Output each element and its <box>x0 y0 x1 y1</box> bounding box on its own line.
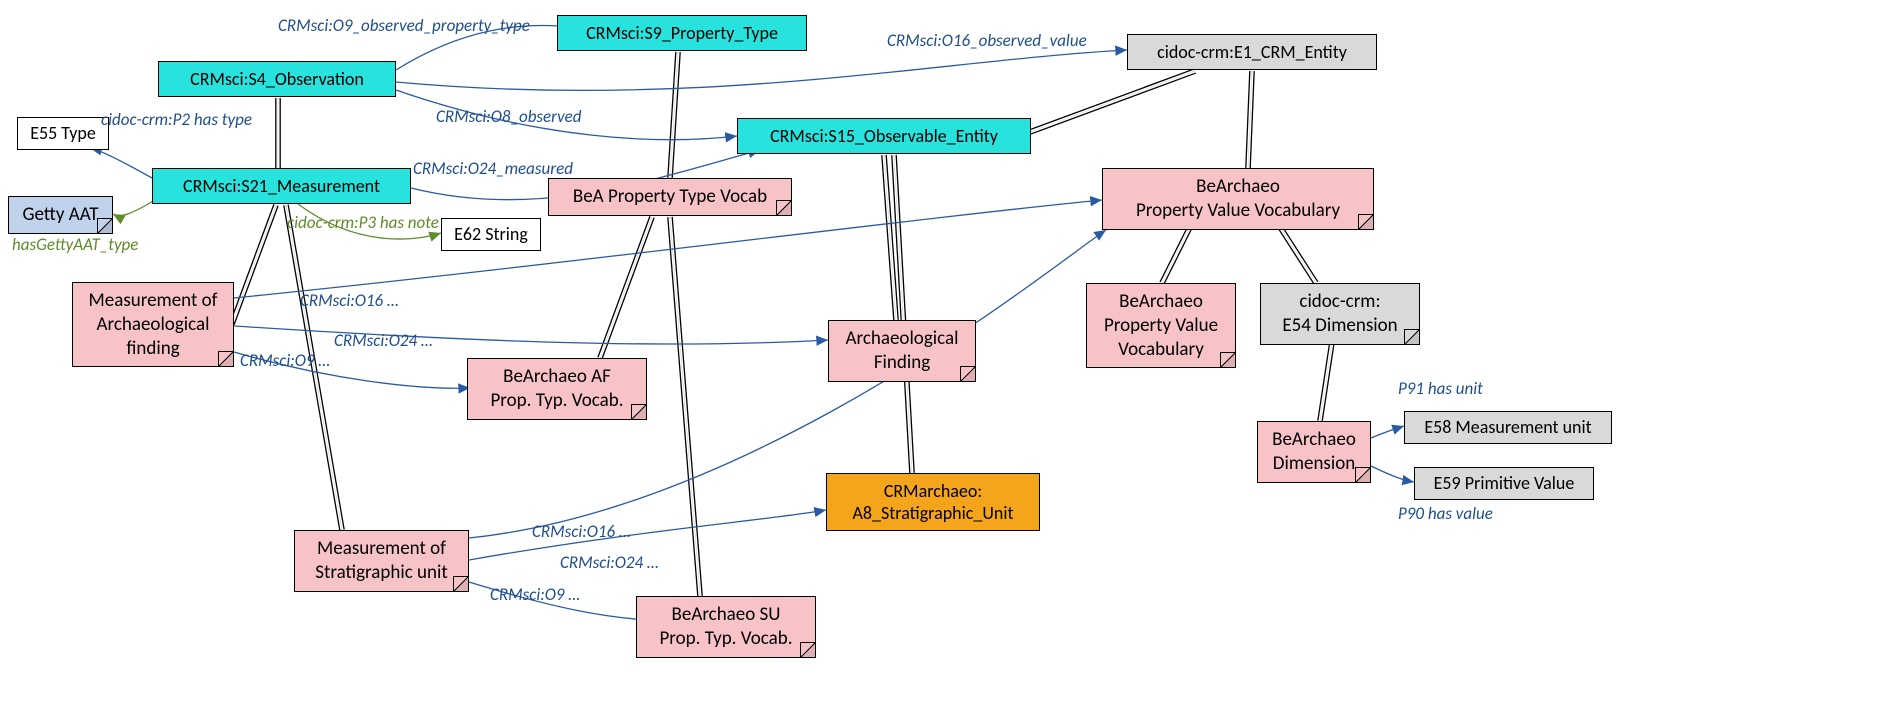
edge-p2 <box>90 148 152 178</box>
node-label-crmA8: CRMarchaeo:A8_Stratigraphic_Unit <box>853 480 1014 525</box>
node-measSU: Measurement ofStratigraphic unit <box>294 530 469 592</box>
edge-label-afO16: CRMsci:O16 … <box>300 290 399 311</box>
edge-label-getty: hasGettyAAT_type <box>12 234 138 255</box>
edge-label-afO9: CRMsci:O9 … <box>240 350 330 371</box>
edge-label-suO16: CRMsci:O16 … <box>532 521 631 542</box>
node-label-s4: CRMsci:S4_Observation <box>190 68 364 91</box>
node-beaProp: BeA Property Type Vocab <box>548 178 792 216</box>
node-label-beaSUPV: BeArchaeo SUProp. Typ. Vocab. <box>659 603 792 651</box>
edge-gettyedge <box>113 200 155 216</box>
node-archF: ArchaeologicalFinding <box>828 320 976 382</box>
edge-afO24 <box>234 326 828 344</box>
node-e54: cidoc-crm:E54 Dimension <box>1260 283 1420 345</box>
node-s9: CRMsci:S9_Property_Type <box>557 15 807 51</box>
node-getty: Getty AAT <box>8 196 113 234</box>
edge-label-suO24: CRMsci:O24 … <box>560 552 659 573</box>
node-crmA8: CRMarchaeo:A8_Stratigraphic_Unit <box>826 473 1040 531</box>
node-e58: E58 Measurement unit <box>1404 411 1612 444</box>
edge-label-p90: P90 has value <box>1398 503 1493 524</box>
edge-label-afO24: CRMsci:O24 … <box>334 330 433 351</box>
node-label-e55: E55 Type <box>30 122 96 145</box>
node-e62: E62 String <box>441 218 541 251</box>
node-beaVocab: BeArchaeoProperty Value Vocabulary <box>1102 168 1374 230</box>
node-label-s21: CRMsci:S21_Measurement <box>183 175 380 198</box>
node-label-beaVocab: BeArchaeoProperty Value Vocabulary <box>1136 175 1340 223</box>
edge-o16 <box>396 50 1127 90</box>
node-label-beaAFPV: BeArchaeo AFProp. Typ. Vocab. <box>490 365 623 413</box>
node-beaAFPV: BeArchaeo AFProp. Typ. Vocab. <box>467 358 647 420</box>
node-label-beaDim: BeArchaeoDimension <box>1272 428 1356 476</box>
edge-label-p2: cidoc-crm:P2 has type <box>101 109 252 130</box>
node-e55: E55 Type <box>17 117 109 150</box>
edge-p91 <box>1371 426 1404 438</box>
edge-label-o8: CRMsci:O8_observed <box>436 106 582 127</box>
edge-label-o24: CRMsci:O24_measured <box>413 158 573 179</box>
edge-label-p91: P91 has unit <box>1398 378 1483 399</box>
edge-label-p3: cidoc-crm:P3 has note <box>287 212 439 233</box>
node-e1: cidoc-crm:E1_CRM_Entity <box>1127 34 1377 70</box>
node-label-e1: cidoc-crm:E1_CRM_Entity <box>1157 41 1347 64</box>
node-beaPVV: BeArchaeoProperty ValueVocabulary <box>1086 283 1236 368</box>
node-label-measSU: Measurement ofStratigraphic unit <box>315 537 447 585</box>
node-label-s9: CRMsci:S9_Property_Type <box>586 22 778 45</box>
node-label-measAF: Measurement ofArchaeologicalfinding <box>89 289 218 360</box>
node-beaDim: BeArchaeoDimension <box>1257 421 1371 483</box>
node-measAF: Measurement ofArchaeologicalfinding <box>72 282 234 367</box>
edge-p90 <box>1371 466 1414 482</box>
edge-label-o16: CRMsci:O16_observed_value <box>887 30 1087 51</box>
node-label-archF: ArchaeologicalFinding <box>846 327 959 375</box>
node-label-getty: Getty AAT <box>22 203 98 227</box>
node-label-e59: E59 Primitive Value <box>1434 472 1575 495</box>
node-s15: CRMsci:S15_Observable_Entity <box>737 118 1031 154</box>
edge-label-suO9: CRMsci:O9 … <box>490 584 580 605</box>
node-e59: E59 Primitive Value <box>1414 467 1594 500</box>
node-label-e62: E62 String <box>454 223 528 246</box>
node-beaSUPV: BeArchaeo SUProp. Typ. Vocab. <box>636 596 816 658</box>
node-label-s15: CRMsci:S15_Observable_Entity <box>770 125 998 148</box>
node-label-beaPVV: BeArchaeoProperty ValueVocabulary <box>1104 290 1218 361</box>
node-label-e54: cidoc-crm:E54 Dimension <box>1282 290 1397 338</box>
node-s21: CRMsci:S21_Measurement <box>152 168 411 204</box>
node-label-e58: E58 Measurement unit <box>1424 416 1591 439</box>
node-label-beaProp: BeA Property Type Vocab <box>573 185 767 209</box>
node-s4: CRMsci:S4_Observation <box>158 61 396 97</box>
edge-label-o9: CRMsci:O9_observed_property_type <box>278 15 530 36</box>
